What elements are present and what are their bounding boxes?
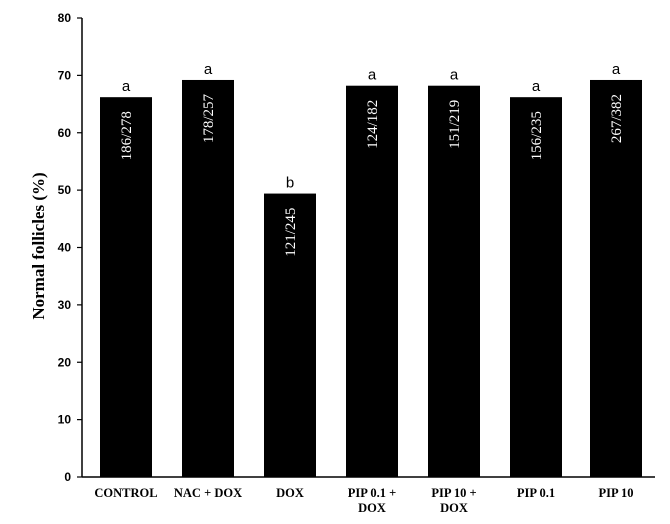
- y-tick-label: 10: [58, 413, 72, 427]
- bars-group: a 186/278 a 178/257 b 121/245 a 124/182 a 151/219…: [100, 61, 642, 478]
- y-tick-label: 20: [58, 355, 72, 369]
- bar-data-label: 178/257: [201, 93, 217, 143]
- bar: [182, 79, 234, 477]
- x-tick-label: DOX: [276, 486, 304, 500]
- bar: [100, 97, 152, 478]
- significance-label: a: [532, 78, 541, 95]
- bar: [590, 79, 642, 477]
- y-tick-label: 80: [58, 11, 72, 25]
- y-tick-label: 70: [58, 68, 72, 82]
- y-tick-label: 30: [58, 298, 72, 312]
- bar: [510, 97, 562, 478]
- y-axis: 0 10 20 30 40 50 60 70 80: [58, 11, 82, 484]
- significance-label: a: [368, 67, 377, 84]
- bar-data-label: 156/235: [529, 111, 545, 160]
- y-tick-label: 60: [58, 126, 72, 140]
- bar-data-label: 121/245: [283, 208, 299, 257]
- significance-label: a: [450, 67, 459, 84]
- bar-data-label: 124/182: [365, 100, 381, 149]
- x-tick-label: PIP 10 +: [431, 486, 476, 500]
- x-tick-label: PIP 0.1 +: [348, 486, 396, 500]
- significance-label: b: [286, 175, 294, 192]
- significance-label: a: [122, 78, 131, 95]
- x-tick-label: DOX: [358, 501, 386, 515]
- x-tick-label: DOX: [440, 501, 468, 515]
- y-axis-label: Normal follicles (%): [29, 172, 48, 319]
- significance-label: a: [204, 61, 213, 78]
- x-tick-label: CONTROL: [94, 486, 157, 500]
- bar-data-label: 151/219: [447, 100, 463, 149]
- bar: [428, 85, 480, 477]
- bar-data-label: 267/382: [609, 94, 625, 143]
- y-tick-label: 50: [58, 183, 72, 197]
- bar: [346, 85, 398, 477]
- x-tick-label: PIP 10: [598, 486, 633, 500]
- x-tick-label: PIP 0.1: [517, 486, 555, 500]
- significance-label: a: [612, 61, 621, 78]
- y-tick-label: 0: [64, 470, 71, 484]
- y-tick-label: 40: [58, 241, 72, 255]
- bar: [264, 193, 316, 477]
- x-tick-label: NAC + DOX: [174, 486, 242, 500]
- bar-data-label: 186/278: [119, 111, 135, 160]
